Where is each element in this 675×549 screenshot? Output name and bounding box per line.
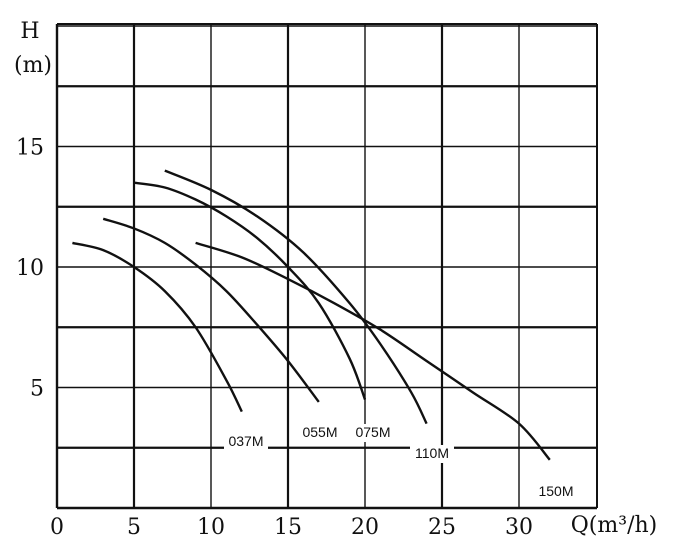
series-label-bg-110M: [410, 445, 454, 463]
series-label-bg-037M: [224, 433, 268, 451]
series-label-150M: 150M: [538, 483, 573, 499]
x-axis-label: Q(m³/h): [571, 513, 657, 538]
series-label-bg-075M: [351, 424, 395, 442]
series-labels: 037M 055M 075M 110M 150M: [224, 424, 578, 501]
curve-110M: [164, 169, 428, 425]
x-tick-label-10: 10: [197, 515, 225, 540]
y-tick-label-5: 5: [30, 377, 44, 402]
series-label-055M: 055M: [302, 424, 337, 440]
curve-037M: [72, 241, 243, 413]
series-label-037M: 037M: [228, 433, 263, 449]
x-tick-label-20: 20: [351, 515, 379, 540]
x-tick-label-30: 30: [505, 515, 533, 540]
y-axis-label: H: [20, 19, 39, 44]
y-tick-label-10: 10: [16, 256, 44, 281]
series-label-075M: 075M: [355, 424, 390, 440]
y-tick-label-15: 15: [16, 136, 44, 161]
curve-075M: [133, 181, 367, 400]
series-label-bg-150M: [534, 483, 578, 501]
series-label-110M: 110M: [415, 445, 449, 461]
curve-055M: [102, 217, 320, 403]
x-tick-label-15: 15: [274, 515, 302, 540]
tick-labels: 0 5 10 15 20 25 30 5 10 15: [16, 136, 533, 541]
x-tick-label-5: 5: [127, 515, 141, 540]
y-axis-unit: (m): [14, 53, 52, 78]
curve-150M: [195, 241, 551, 461]
x-tick-label-0: 0: [50, 515, 64, 540]
series-label-bg-055M: [298, 424, 342, 442]
grid: [55, 23, 598, 510]
curves: [72, 169, 551, 461]
x-tick-label-25: 25: [428, 515, 456, 540]
